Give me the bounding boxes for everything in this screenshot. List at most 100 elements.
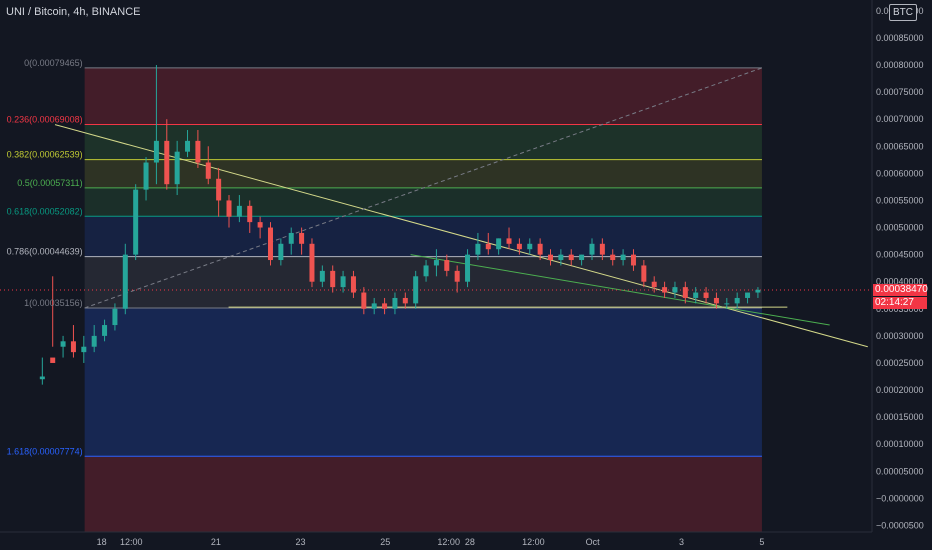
candle-body <box>599 243 605 255</box>
fib-zone <box>84 256 762 308</box>
candle-body <box>745 292 751 298</box>
fib-zone <box>84 159 762 188</box>
candle-body <box>382 303 388 309</box>
x-tick-label: 12:00 <box>120 537 143 547</box>
y-tick-label: 0.00085000 <box>876 33 924 43</box>
candle-body <box>506 238 512 244</box>
y-tick-label: 0.00065000 <box>876 141 924 151</box>
candle-body <box>755 289 761 293</box>
candle-body <box>309 243 315 282</box>
candle-body <box>610 254 616 261</box>
candle-body <box>568 254 574 261</box>
fib-zone <box>84 67 762 125</box>
candle-body <box>247 205 253 223</box>
candle-body <box>267 227 273 261</box>
y-tick-label: 0.00040000 <box>876 277 924 287</box>
y-tick-label: 0.00075000 <box>876 87 924 97</box>
candle-body <box>39 376 45 380</box>
currency-badge[interactable]: BTC <box>889 4 917 21</box>
candle-body <box>641 265 647 282</box>
price-axis[interactable]: 0.000900000.000850000.000800000.00075000… <box>871 0 932 550</box>
y-tick-label: 0.00010000 <box>876 439 924 449</box>
candle-body <box>122 254 128 309</box>
candle-body <box>185 140 191 152</box>
candle-body <box>216 178 222 201</box>
candle-body <box>257 222 263 228</box>
candle-body <box>288 232 294 244</box>
chart-title: UNI / Bitcoin, 4h, BINANCE <box>6 6 141 18</box>
trendline-fib-diagonal[interactable] <box>84 67 763 309</box>
x-tick-label: 28 <box>465 537 475 547</box>
last-price-tag: 0.00038470 <box>873 283 928 296</box>
candle-body <box>485 243 491 250</box>
candle-body <box>60 341 66 347</box>
fib-zones <box>84 67 762 532</box>
candle-body <box>682 287 688 298</box>
candle-body <box>164 140 170 185</box>
y-tick-label: 0.00080000 <box>876 60 924 70</box>
candle-body <box>91 335 97 347</box>
candle-body <box>433 260 439 266</box>
candle-body <box>527 243 533 250</box>
x-tick-label: 5 <box>759 537 764 547</box>
candle-body <box>662 287 668 293</box>
candle-body <box>330 270 336 288</box>
time-axis[interactable]: 18 12:00 21 23 25 12:00 28 12:00 Oct 3 5 <box>0 531 932 550</box>
fib-zone <box>84 307 762 457</box>
candle-body <box>444 260 450 271</box>
candle-body <box>153 140 159 163</box>
y-tick-label: 0.00045000 <box>876 250 924 260</box>
candle-body <box>693 292 699 298</box>
candle-body <box>278 243 284 261</box>
trendlines <box>0 67 872 348</box>
candle-body <box>724 303 730 305</box>
fib-labels: 0(0.00079465) 0.236(0.00069008) 0.382(0.00… <box>7 58 83 456</box>
candle-body <box>672 287 678 293</box>
fib-label: 0.236(0.00069008) <box>7 115 83 125</box>
x-tick-label: 12:00 <box>437 537 460 547</box>
y-tick-label: −0.0000500 <box>876 520 924 530</box>
fib-zone <box>84 456 762 532</box>
candle-body <box>496 238 502 250</box>
candle-body <box>548 254 554 261</box>
candle-body <box>454 270 460 282</box>
candle-body <box>402 297 408 304</box>
candle-body <box>81 346 87 353</box>
y-tick-label: 0.00025000 <box>876 358 924 368</box>
y-tick-label: 0.00070000 <box>876 114 924 124</box>
candle-body <box>195 140 201 163</box>
y-tick-label: 0.00030000 <box>876 331 924 341</box>
candle-body <box>371 303 377 309</box>
x-tick-label: 12:00 <box>522 537 545 547</box>
fib-label: 0.618(0.00052082) <box>7 206 83 216</box>
x-tick-label: 18 <box>97 537 107 547</box>
candle-body <box>703 292 709 298</box>
y-tick-label: 0.00050000 <box>876 223 924 233</box>
candle-body <box>558 254 564 261</box>
x-tick-label: 25 <box>380 537 390 547</box>
y-tick-label: 0.00060000 <box>876 168 924 178</box>
candle-body <box>102 325 108 336</box>
candle-body <box>392 297 398 309</box>
candle-body <box>319 270 325 282</box>
x-tick-label: 3 <box>679 537 684 547</box>
candle-body <box>143 162 149 190</box>
y-tick-label: 0.00015000 <box>876 412 924 422</box>
candle-body <box>589 243 595 255</box>
candle-body <box>361 292 367 309</box>
fib-label: 1.618(0.00007774) <box>7 446 83 456</box>
price-axis-bg <box>872 0 932 550</box>
candle-body <box>537 243 543 255</box>
candle-body <box>734 297 740 304</box>
fib-zone <box>84 216 762 257</box>
candle-body <box>465 254 471 282</box>
candle-body <box>205 162 211 179</box>
fib-label: 0.382(0.00062539) <box>7 150 83 160</box>
candle-body <box>713 297 719 304</box>
trendline-descending[interactable] <box>54 124 868 348</box>
candle-body <box>413 276 419 304</box>
y-tick-label: 0.00055000 <box>876 195 924 205</box>
countdown-tag: 02:14:27 <box>873 296 927 309</box>
y-tick-label: 0.00020000 <box>876 385 924 395</box>
